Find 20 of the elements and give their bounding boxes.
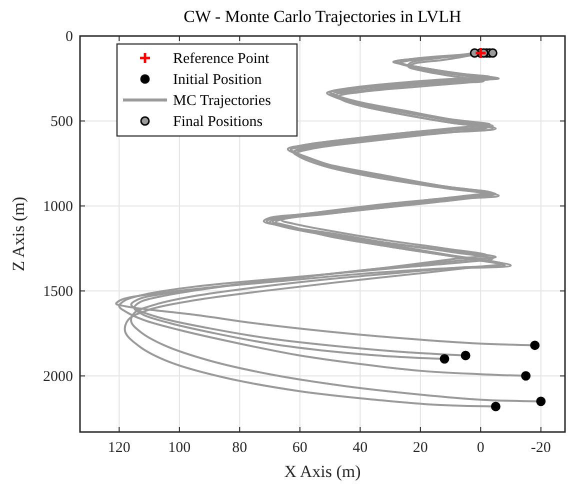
legend-label: Initial Position xyxy=(173,72,262,88)
y-tick-label: 500 xyxy=(50,114,73,130)
x-tick-label: -20 xyxy=(530,440,551,456)
x-tick-label: 60 xyxy=(292,440,308,456)
x-tick-label: 80 xyxy=(232,440,248,456)
y-tick-label: 1500 xyxy=(43,284,73,300)
y-tick-label: 1000 xyxy=(43,198,73,215)
chart-title: CW - Monte Carlo Trajectories in LVLH xyxy=(184,7,462,26)
y-axis-title: Z Axis (m) xyxy=(9,196,28,272)
x-tick-label: 40 xyxy=(352,440,368,456)
y-tick-label: 0 xyxy=(66,29,73,45)
legend-label: MC Trajectories xyxy=(173,93,272,109)
y-tick-label: 2000 xyxy=(43,368,73,385)
x-tick-label: 20 xyxy=(412,440,428,456)
legend-label: Reference Point xyxy=(173,51,270,67)
legend-label: Final Positions xyxy=(173,114,263,130)
x-tick-label: 0 xyxy=(476,440,484,456)
x-axis-title: X Axis (m) xyxy=(284,462,361,481)
x-tick-label: 120 xyxy=(108,440,130,456)
x-tick-label: 100 xyxy=(168,440,191,456)
